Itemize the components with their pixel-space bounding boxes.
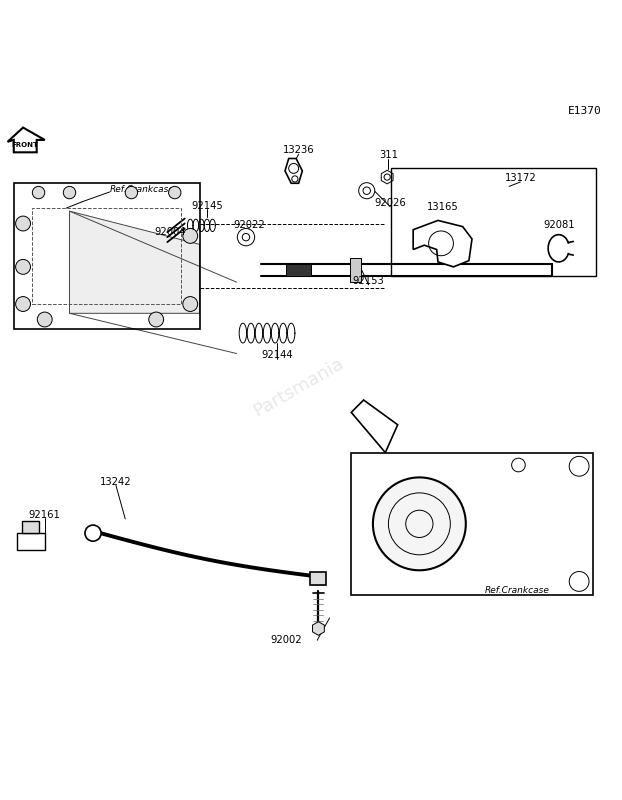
Polygon shape [70, 211, 200, 314]
Text: 92144: 92144 [261, 350, 293, 361]
Text: 92004: 92004 [155, 226, 186, 237]
Circle shape [32, 186, 45, 198]
Text: Ref.Crankcase: Ref.Crankcase [485, 586, 549, 595]
Bar [391, 168, 596, 276]
Circle shape [149, 312, 164, 327]
Circle shape [37, 312, 52, 327]
Text: 92081: 92081 [543, 220, 575, 230]
Bar [22, 522, 39, 533]
Text: 92026: 92026 [374, 198, 406, 208]
Circle shape [63, 186, 76, 198]
Text: 92161: 92161 [29, 510, 61, 519]
Text: 92153: 92153 [353, 276, 384, 286]
Circle shape [373, 478, 466, 570]
Text: 13242: 13242 [100, 477, 132, 486]
Polygon shape [381, 170, 393, 184]
Circle shape [16, 259, 30, 274]
Bar [17, 533, 45, 550]
Polygon shape [351, 400, 397, 453]
Circle shape [169, 186, 181, 198]
Bar [350, 258, 361, 282]
Text: FRONT: FRONT [11, 142, 39, 149]
Text: E1370: E1370 [569, 106, 602, 116]
Circle shape [183, 229, 198, 243]
Polygon shape [413, 221, 472, 267]
Bar [32, 208, 181, 304]
Text: 13165: 13165 [427, 202, 458, 212]
Bar [351, 453, 593, 595]
Text: 92022: 92022 [233, 220, 265, 230]
Circle shape [238, 229, 254, 246]
Polygon shape [312, 622, 324, 635]
Circle shape [359, 182, 375, 198]
Text: Ref.Crankcase: Ref.Crankcase [109, 185, 175, 194]
Text: 13172: 13172 [504, 174, 536, 183]
Text: Partsmania: Partsmania [250, 354, 347, 421]
Bar [310, 571, 327, 585]
Circle shape [16, 216, 30, 231]
Text: 13236: 13236 [283, 146, 315, 155]
Bar [14, 183, 200, 329]
Polygon shape [7, 127, 45, 152]
Text: 92002: 92002 [271, 635, 302, 646]
Polygon shape [285, 158, 302, 183]
Text: 92145: 92145 [191, 201, 223, 210]
Text: 311: 311 [379, 150, 398, 161]
Circle shape [183, 297, 198, 311]
Circle shape [125, 186, 137, 198]
Bar [286, 264, 311, 276]
Circle shape [16, 297, 30, 311]
Circle shape [85, 525, 101, 541]
